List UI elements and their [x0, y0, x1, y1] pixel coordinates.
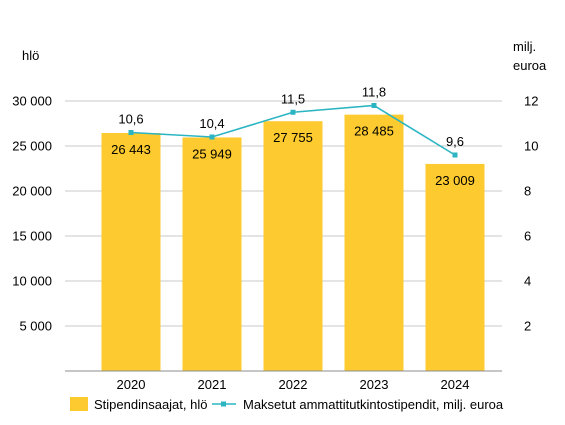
legend-line-label: Maksetut ammattitutkintostipendit, milj.…: [243, 397, 504, 412]
x-tick-label: 2024: [441, 377, 470, 392]
y-right-tick-label: 4: [524, 274, 531, 289]
y-right-tick-label: 8: [524, 184, 531, 199]
y-right-axis-label-line1: milj.: [513, 39, 536, 54]
bar-value-label: 26 443: [111, 142, 151, 157]
x-tick-label: 2021: [198, 377, 227, 392]
y-left-tick-label: 25 000: [12, 139, 52, 154]
bar: [425, 163, 485, 371]
line-value-label: 10,6: [118, 112, 143, 127]
line-labels: 10,6 10,4 11,5 11,8 9,6: [118, 85, 464, 150]
line-series: [128, 103, 458, 158]
bar-value-label: 28 485: [354, 124, 394, 139]
line-value-label: 11,8: [362, 85, 386, 100]
x-tick-label: 2020: [117, 377, 146, 392]
bars: [101, 114, 485, 371]
bar: [182, 137, 242, 371]
bar: [101, 133, 161, 371]
bar: [263, 121, 323, 371]
line-point: [371, 103, 377, 108]
legend: Stipendinsaajat, hlö Maksetut ammattitut…: [70, 397, 504, 412]
y-left-axis-label: hlö: [22, 48, 39, 63]
y-right-tick-label: 6: [524, 229, 531, 244]
y-right-tick-label: 10: [524, 139, 538, 154]
line-value-label: 9,6: [446, 134, 464, 149]
legend-bar-label: Stipendinsaajat, hlö: [94, 397, 207, 412]
y-right-tick-label: 2: [524, 319, 531, 334]
y-left-tick-label: 30 000: [12, 94, 52, 109]
x-tick-label: 2022: [279, 377, 308, 392]
bar: [344, 114, 404, 371]
axes: 5 000 10 000 15 000 20 000 25 000 30 000 2 4 6 8 1…: [12, 94, 538, 393]
bar-value-label: 25 949: [192, 146, 232, 161]
bar-value-label: 27 755: [273, 130, 313, 145]
y-left-tick-label: 15 000: [12, 229, 52, 244]
line-value-label: 10,4: [199, 116, 224, 131]
y-right-axis-label-line2: euroa: [513, 58, 547, 73]
line-value-label: 11,5: [281, 91, 305, 106]
line-point: [452, 152, 458, 158]
bar-labels: 26 443 25 949 27 755 28 485 23 009: [111, 124, 475, 188]
bar-value-label: 23 009: [435, 173, 475, 188]
legend-bar-swatch: [70, 397, 88, 411]
legend-line-marker: [221, 401, 226, 407]
line-point: [209, 134, 215, 140]
line-point: [290, 109, 296, 115]
x-tick-label: 2023: [360, 377, 389, 392]
y-right-tick-label: 12: [524, 94, 538, 109]
line-point: [128, 130, 134, 135]
y-left-tick-label: 5 000: [19, 319, 52, 334]
y-left-tick-label: 20 000: [12, 184, 52, 199]
y-left-tick-label: 10 000: [12, 274, 52, 289]
